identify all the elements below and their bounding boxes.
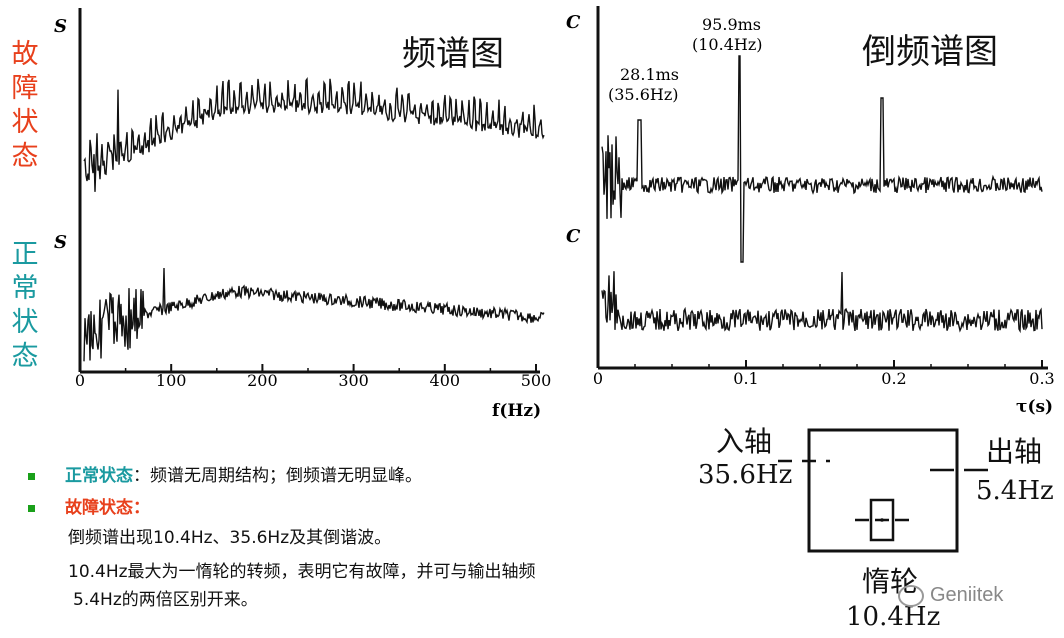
annotation-95ms: 95.9ms xyxy=(702,15,761,34)
fault-state-label: 故障状态 xyxy=(11,39,39,172)
cepstrum-fault-series xyxy=(601,55,1043,263)
note-normal-text: ：频谱无周期结构；倒频谱无明显峰。 xyxy=(133,466,422,486)
annotation-35hz: (35.6Hz) xyxy=(608,85,679,104)
cepstrum-fault-y-label: C xyxy=(566,12,581,33)
annotation-10hz: (10.4Hz) xyxy=(692,35,763,54)
watermark: Geniitek xyxy=(898,584,1003,607)
spectrum-x-tick-label: 300 xyxy=(338,371,369,390)
spectrum-x-tick-label: 100 xyxy=(156,371,187,390)
input-shaft-label: 入轴 xyxy=(716,425,773,458)
cepstrum-normal-y-label: C xyxy=(566,226,581,247)
cepstrum-x-label: τ(s) xyxy=(1016,397,1053,417)
spectrum-fault-y-label: S xyxy=(54,16,67,37)
output-shaft-freq: 5.4Hz xyxy=(976,476,1054,506)
spectrum-title: 频谱图 xyxy=(402,34,504,74)
cepstrum-x-tick-label: 0.3 xyxy=(1029,369,1054,388)
output-shaft-label: 出轴 xyxy=(986,435,1043,468)
spectrum-x-label: f(Hz) xyxy=(492,401,541,421)
note-line-2: 10.4Hz最大为一惰轮的转频，表明它有故障，并可与输出轴频 xyxy=(68,562,536,582)
idler-freq: 10.4Hz xyxy=(846,602,941,632)
normal-state-label: 正常状态 xyxy=(11,239,39,372)
cepstrum-x-tick-label: 0.2 xyxy=(881,369,906,388)
cepstrum-title: 倒频谱图 xyxy=(862,32,998,72)
spectrum-x-tick-label: 500 xyxy=(521,371,552,390)
bullet-icon xyxy=(28,504,35,512)
note-fault-title: 故障状态： xyxy=(65,498,150,518)
spectrum-chart: 0 100 200 300 400 500 S S f(Hz) xyxy=(54,8,552,421)
spectrum-x-tick-label: 400 xyxy=(430,371,461,390)
bullet-icon xyxy=(28,472,35,480)
wechat-icon xyxy=(898,584,924,607)
annotation-28ms: 28.1ms xyxy=(620,65,679,84)
spectrum-normal-series xyxy=(83,267,545,362)
note-normal-title: 正常状态 xyxy=(65,466,133,486)
cepstrum-x-tick-label: 0.1 xyxy=(733,369,758,388)
idler-center xyxy=(880,518,884,522)
spectrum-x-tick-label: 0 xyxy=(75,371,85,390)
gearbox-diagram xyxy=(778,428,988,553)
note-fault: 故障状态： xyxy=(28,494,728,522)
cepstrum-chart: 0 0.1 0.2 0.3 C C 28.1ms (35.6Hz) 95.9ms (1… xyxy=(566,6,1055,417)
cepstrum-normal-series xyxy=(601,271,1043,334)
note-normal: 正常状态：频谱无周期结构；倒频谱无明显峰。 xyxy=(28,462,728,490)
spectrum-x-tick-label: 200 xyxy=(247,371,278,390)
notes-block: 正常状态：频谱无周期结构；倒频谱无明显峰。 故障状态： 倒频谱出现10.4Hz、… xyxy=(28,462,728,614)
gearbox-housing xyxy=(807,428,959,553)
cepstrum-x-tick-label: 0 xyxy=(593,369,603,388)
spectrum-fault-series xyxy=(83,77,545,192)
spectrum-normal-y-label: S xyxy=(54,232,67,253)
idler-gear xyxy=(869,498,895,542)
note-line-1: 倒频谱出现10.4Hz、35.6Hz及其倒谐波。 xyxy=(68,528,392,548)
note-line-3: 5.4Hz的两倍区别开来。 xyxy=(73,590,258,610)
input-shaft-freq: 35.6Hz xyxy=(698,460,793,490)
